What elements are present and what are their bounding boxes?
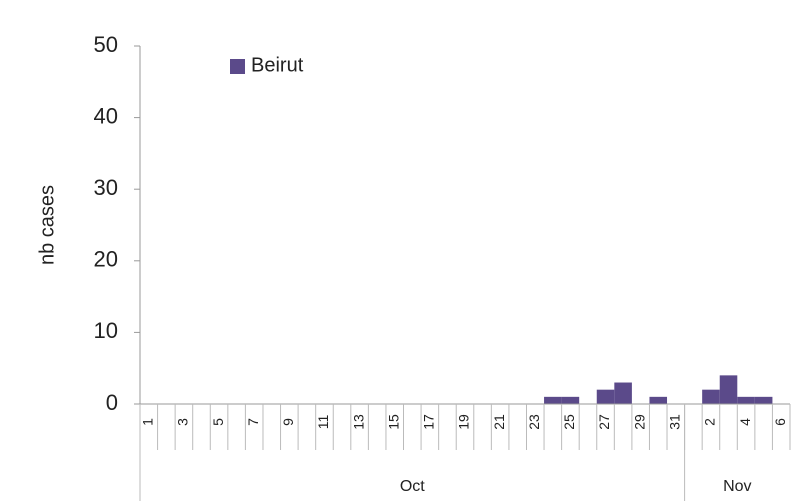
bar bbox=[561, 396, 580, 404]
bar bbox=[754, 396, 773, 404]
bar bbox=[649, 396, 668, 404]
bar bbox=[719, 375, 738, 404]
x-tick-label: 15 bbox=[385, 414, 401, 430]
x-tick-label: 6 bbox=[772, 418, 788, 426]
x-tick-label: 21 bbox=[491, 414, 507, 430]
y-tick-label: 50 bbox=[94, 32, 118, 57]
x-tick-label: 25 bbox=[561, 414, 577, 430]
x-tick-label: 23 bbox=[526, 414, 542, 430]
x-tick-label: 31 bbox=[667, 414, 683, 430]
y-axis-label: nb cases bbox=[36, 185, 58, 265]
y-tick-label: 10 bbox=[94, 318, 118, 343]
y-tick-label: 40 bbox=[94, 103, 118, 128]
bar bbox=[737, 396, 755, 404]
group-label: Oct bbox=[400, 478, 425, 495]
x-tick-label: 1 bbox=[139, 418, 155, 426]
x-tick-label: 27 bbox=[596, 414, 612, 430]
x-tick-label: 4 bbox=[737, 418, 753, 426]
bar bbox=[614, 382, 632, 404]
x-tick-label: 29 bbox=[631, 414, 647, 430]
x-tick-label: 9 bbox=[280, 418, 296, 426]
x-tick-label: 5 bbox=[210, 418, 226, 426]
x-tick-label: 7 bbox=[245, 418, 261, 426]
legend-label: Beirut bbox=[251, 54, 304, 76]
y-tick-label: 30 bbox=[94, 175, 118, 200]
x-tick-label: 2 bbox=[702, 418, 718, 426]
x-tick-label: 3 bbox=[175, 418, 191, 426]
bar bbox=[596, 389, 615, 404]
x-tick-label: 11 bbox=[315, 415, 331, 430]
bar bbox=[544, 396, 562, 404]
x-tick-label: 13 bbox=[350, 414, 366, 430]
group-label: Nov bbox=[723, 478, 751, 495]
legend-swatch bbox=[230, 59, 245, 74]
x-tick-label: 19 bbox=[456, 414, 472, 430]
bar bbox=[702, 389, 720, 404]
x-tick-label: 17 bbox=[421, 414, 437, 430]
y-tick-label: 0 bbox=[106, 390, 118, 415]
y-tick-label: 20 bbox=[94, 247, 118, 272]
